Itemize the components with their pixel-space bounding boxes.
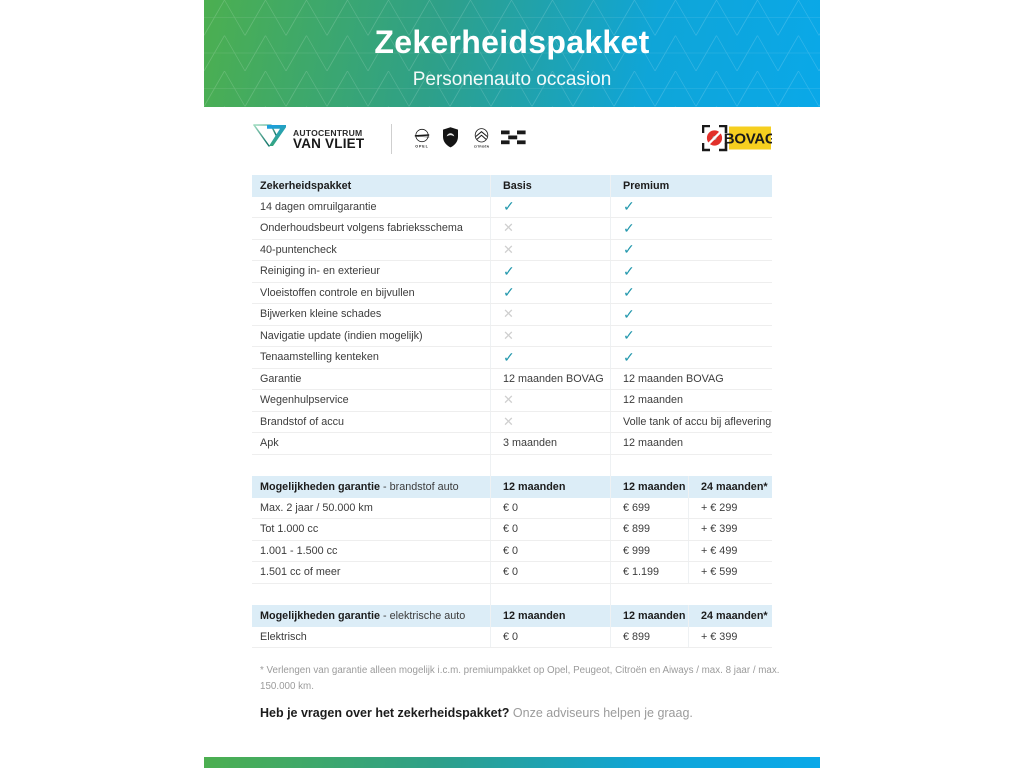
svg-text:VAN VLIET: VAN VLIET: [293, 136, 365, 151]
svg-text:BOVAG: BOVAG: [724, 131, 772, 148]
svg-text:CITROËN: CITROËN: [474, 144, 490, 148]
svg-text:OPEL: OPEL: [415, 145, 428, 149]
